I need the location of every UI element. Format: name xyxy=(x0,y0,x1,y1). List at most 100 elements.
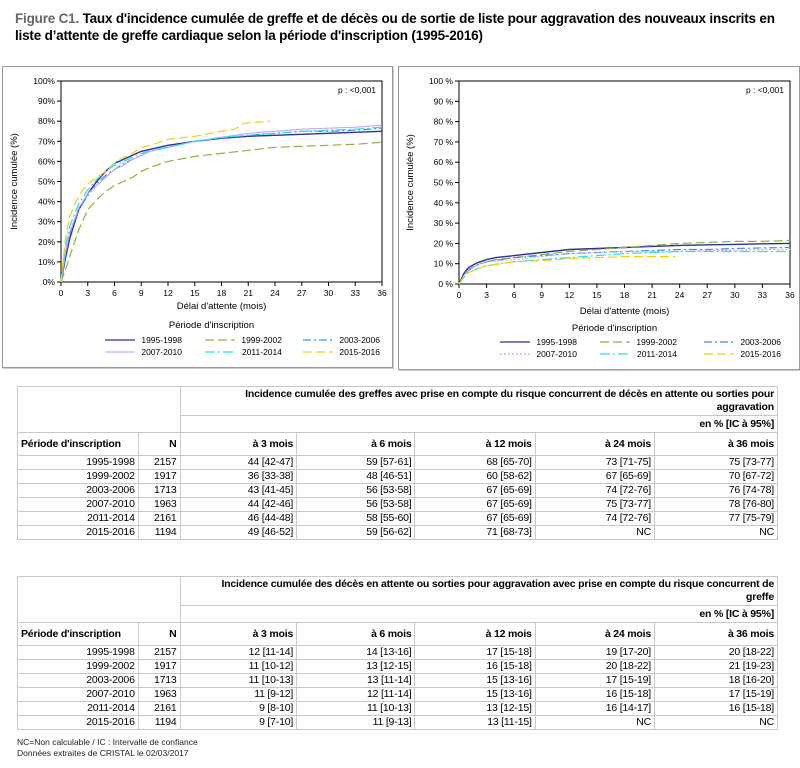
y-axis-label: Incidence cumulée (%) xyxy=(9,133,20,230)
series-line-2007-2010 xyxy=(458,248,790,285)
plot-frame xyxy=(60,80,383,283)
table-cell: 16 [15-18] xyxy=(534,687,656,702)
table-cell: 67 [65-69] xyxy=(414,497,536,512)
table-cell: 11 [9-13] xyxy=(296,715,416,730)
table-deces: Incidence cumulée des décès en attente o… xyxy=(17,576,779,730)
table-cell: 77 [75-79] xyxy=(654,511,778,526)
table-unit: en % [IC à 95%] xyxy=(179,415,779,433)
table-cell: 1194 xyxy=(137,525,181,540)
table-cell: 13 [12-15] xyxy=(414,701,536,716)
table-cell: 78 [76-80] xyxy=(654,497,778,512)
table-cell: 44 [42-47] xyxy=(179,455,298,470)
x-tick-label: 36 xyxy=(785,290,795,300)
table-cell: 74 [72-76] xyxy=(534,511,656,526)
table-cell: 12 [11-14] xyxy=(179,645,298,660)
x-tick-label: 0 xyxy=(59,288,64,298)
table-row: 2003-2006 1713 43 [41-45] 56 [53-58] 67 [65-… xyxy=(17,483,778,498)
table-cell: 2161 xyxy=(137,511,181,526)
table-title-row: Incidence cumulée des décès en attente o… xyxy=(17,576,779,623)
table-row: 2007-2010 1963 44 [42-46] 56 [53-58] 67 [65-… xyxy=(17,497,778,512)
table-cell: 1194 xyxy=(137,715,181,730)
table-cell: 9 [8-10] xyxy=(179,701,298,716)
table-row: 1995-1998 2157 12 [11-14] 14 [13-16] 17 [15-… xyxy=(17,645,778,660)
y-tick-label: 10% xyxy=(38,257,55,267)
table-title: Incidence cumulée des décès en attente o… xyxy=(179,576,779,606)
table-cell: 75 [73-77] xyxy=(654,455,778,470)
table-cell: NC xyxy=(534,525,656,540)
p-value-annotation: p : <0,001 xyxy=(746,85,784,95)
x-axis-label: Délai d'attente (mois) xyxy=(177,301,266,312)
y-tick-label: 70% xyxy=(38,136,55,146)
legend-label-1999-2002: 1999-2002 xyxy=(241,335,282,345)
y-tick-label: 0% xyxy=(43,277,56,287)
legend-label-2007-2010: 2007-2010 xyxy=(141,347,182,357)
legend-label-1999-2002: 1999-2002 xyxy=(636,337,677,347)
table-cell: 2157 xyxy=(137,645,181,660)
table-cell: 17 [15-18] xyxy=(414,645,536,660)
table-cell: 1995-1998 xyxy=(17,455,139,470)
y-tick-label: 60% xyxy=(38,156,55,166)
table-cell: 18 [16-20] xyxy=(654,673,778,688)
table-cell: 46 [44-48] xyxy=(179,511,298,526)
table-cell: 1999-2002 xyxy=(17,469,139,484)
table-cell: 67 [65-69] xyxy=(414,483,536,498)
y-tick-label: 80 % xyxy=(434,117,454,127)
table-cell: 20 [18-22] xyxy=(654,645,778,660)
table-cell: 1999-2002 xyxy=(17,659,139,674)
series-line-2015-2016 xyxy=(60,120,271,283)
x-tick-label: 30 xyxy=(324,288,334,298)
table-greffes: Incidence cumulée des greffes avec prise… xyxy=(17,386,779,540)
table-cell: 74 [72-76] xyxy=(534,483,656,498)
figure-title: Figure C1. Taux d'incidence cumulée de g… xyxy=(15,10,785,44)
legend-label-1995-1998: 1995-1998 xyxy=(536,337,577,347)
column-header: N xyxy=(137,622,181,646)
table-row: 1999-2002 1917 36 [33-38] 48 [46-51] 60 [58-… xyxy=(17,469,778,484)
column-header: à 36 mois xyxy=(654,432,778,456)
table-cell: 14 [13-16] xyxy=(296,645,416,660)
x-tick-label: 36 xyxy=(377,288,387,298)
table-cell: 56 [53-58] xyxy=(296,497,416,512)
table-cell: 75 [73-77] xyxy=(534,497,656,512)
x-tick-label: 27 xyxy=(297,288,307,298)
table-cell: 59 [56-62] xyxy=(296,525,416,540)
column-header: Période d'inscription xyxy=(17,432,139,456)
y-tick-label: 50% xyxy=(38,177,55,187)
table-cell: 1917 xyxy=(137,469,181,484)
table-cell: 12 [11-14] xyxy=(296,687,416,702)
column-header: à 3 mois xyxy=(179,432,298,456)
table-unit: en % [IC à 95%] xyxy=(179,605,779,623)
x-tick-label: 24 xyxy=(270,288,280,298)
y-tick-label: 10 % xyxy=(434,259,454,269)
series-line-2011-2014 xyxy=(60,126,383,283)
y-tick-label: 90 % xyxy=(434,96,454,106)
table-cell: 1995-1998 xyxy=(17,645,139,660)
table-cell: 2161 xyxy=(137,701,181,716)
chart-deces: 0 % 10 % 20 % 30 % 40 % 50 % 60 % 70 % 80 % 90 % 1… xyxy=(398,66,800,370)
table-cell: 59 [57-61] xyxy=(296,455,416,470)
table-cell: 1713 xyxy=(137,483,181,498)
table-cell: 2015-2016 xyxy=(17,525,139,540)
table-cell: 17 [15-19] xyxy=(654,687,778,702)
series-line-1999-2002 xyxy=(60,141,383,283)
table-cell: 1713 xyxy=(137,673,181,688)
legend-label-2003-2006: 2003-2006 xyxy=(339,335,380,345)
table-cell: 70 [67-72] xyxy=(654,469,778,484)
table-cell: 13 [11-15] xyxy=(414,715,536,730)
legend-title: Période d'inscription xyxy=(169,320,254,331)
legend-label-2015-2016: 2015-2016 xyxy=(740,349,781,359)
x-tick-label: 12 xyxy=(565,290,575,300)
column-header: Période d'inscription xyxy=(17,622,139,646)
table-cell: NC xyxy=(654,525,778,540)
legend-label-1995-1998: 1995-1998 xyxy=(141,335,182,345)
table-cell: 20 [18-22] xyxy=(534,659,656,674)
table-cell: 60 [58-62] xyxy=(414,469,536,484)
x-tick-label: 15 xyxy=(190,288,200,298)
y-tick-label: 20 % xyxy=(434,238,454,248)
column-header: à 24 mois xyxy=(534,432,656,456)
y-axis-label: Incidence cumulée (%) xyxy=(405,134,416,231)
x-tick-label: 24 xyxy=(675,290,685,300)
table-cell: 16 [14-17] xyxy=(534,701,656,716)
table-cell: 1963 xyxy=(137,687,181,702)
table-unit-row: en % [IC à 95%] xyxy=(18,415,779,433)
